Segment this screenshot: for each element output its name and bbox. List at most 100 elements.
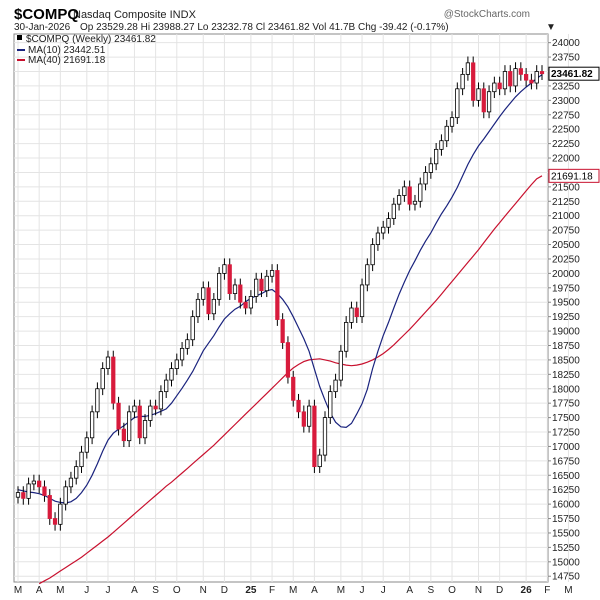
candle-body xyxy=(513,68,518,87)
candle-body xyxy=(370,244,375,266)
x-tick-label: F xyxy=(269,585,275,596)
candle-body xyxy=(428,163,433,173)
candle-body xyxy=(127,411,132,442)
candle-body xyxy=(142,420,148,439)
y-tick-label: 20000 xyxy=(552,269,580,280)
ma10-path xyxy=(17,74,543,504)
y-tick-label: 16250 xyxy=(552,485,580,496)
legend: $COMPQ (Weekly) 23461.82 MA(10) 23442.51… xyxy=(17,34,156,66)
candle-body xyxy=(121,428,126,442)
candle-body xyxy=(169,368,174,381)
x-tick-label: N xyxy=(475,585,482,596)
candle-body xyxy=(238,284,243,303)
last-price-label: 23461.82 xyxy=(548,66,600,81)
y-tick-label: 20750 xyxy=(552,226,580,237)
candle-body xyxy=(153,405,158,410)
candle-body xyxy=(365,264,370,286)
last-price-text: 23461.82 xyxy=(551,69,593,80)
candle-body xyxy=(21,492,26,499)
candle-body xyxy=(195,298,201,318)
candle-body xyxy=(328,391,333,419)
candle-body xyxy=(232,284,238,294)
candle-body xyxy=(322,417,328,456)
chart-index-name: Nasdaq Composite INDX xyxy=(73,9,197,21)
chart-symbol: $COMPQ xyxy=(14,6,79,23)
candle-body xyxy=(386,218,391,228)
y-tick-label: 17250 xyxy=(552,428,580,439)
candle-body xyxy=(37,480,42,488)
y-tick-label: 17000 xyxy=(552,442,580,453)
y-tick-label: 21500 xyxy=(552,182,580,193)
candle-body xyxy=(248,296,254,309)
y-tick-label: 19750 xyxy=(552,283,580,294)
x-tick-label: M xyxy=(289,585,297,596)
candle-body xyxy=(486,91,492,113)
candle-body xyxy=(444,125,449,142)
candle-body xyxy=(502,71,508,90)
candle-body xyxy=(100,368,105,390)
candle-body xyxy=(471,62,476,101)
candle-body xyxy=(317,454,322,468)
y-tick-label: 19500 xyxy=(552,298,580,309)
x-tick-label: J xyxy=(360,585,365,596)
candle-body xyxy=(481,88,486,113)
y-tick-label: 23250 xyxy=(552,81,580,92)
ma10-line xyxy=(17,74,543,504)
candle-body xyxy=(465,62,471,75)
down-arrow-icon: ▼ xyxy=(546,22,556,33)
x-tick-label: M xyxy=(56,585,64,596)
candle-body xyxy=(291,376,296,401)
chart-stats: Op 23529.28 Hi 23988.27 Lo 23232.78 Cl 2… xyxy=(80,22,449,33)
last-ma40-box xyxy=(548,168,600,183)
x-tick-label: M xyxy=(337,585,345,596)
legend-ma40: MA(40) 21691.18 xyxy=(28,55,106,66)
index-name-text: Nasdaq Composite xyxy=(73,9,167,21)
candle-body xyxy=(179,347,185,361)
chart-date: 30-Jan-2026 xyxy=(14,22,71,33)
x-tick-label: O xyxy=(173,585,181,596)
x-tick-label: 26 xyxy=(521,585,533,596)
candle-body xyxy=(105,356,111,369)
candle-body xyxy=(15,492,21,498)
last-ma40-label: 21691.18 xyxy=(548,168,600,183)
x-tick-label: F xyxy=(544,585,550,596)
y-tick-label: 19250 xyxy=(552,312,580,323)
watermark: @StockCharts.com xyxy=(444,9,530,20)
candle-body xyxy=(455,88,460,119)
candle-body xyxy=(164,379,169,393)
candle-body xyxy=(158,391,164,410)
x-tick-label: N xyxy=(200,585,207,596)
candle-body xyxy=(381,226,386,234)
candle-body xyxy=(31,480,36,485)
candle-body xyxy=(264,275,269,292)
candle-body xyxy=(539,71,545,75)
candle-body xyxy=(26,483,31,499)
x-tick-label: J xyxy=(381,585,386,596)
candle-body xyxy=(396,195,402,205)
y-tick-label: 18750 xyxy=(552,341,580,352)
candle-body xyxy=(449,117,455,127)
candle-body xyxy=(349,307,354,323)
candle-body xyxy=(52,518,58,525)
y-tick-label: 18500 xyxy=(552,355,580,366)
candle-body xyxy=(280,319,285,344)
candle-body xyxy=(333,379,338,393)
exchange-text: INDX xyxy=(170,9,197,21)
candle-body xyxy=(418,183,423,202)
candle-body xyxy=(63,486,68,505)
candle-body xyxy=(460,73,465,90)
candle-body xyxy=(132,405,137,413)
ma40-path xyxy=(38,175,543,585)
candle-body xyxy=(227,264,232,294)
y-tick-label: 22750 xyxy=(552,110,580,121)
y-tick-label: 15250 xyxy=(552,543,580,554)
y-tick-label: 21250 xyxy=(552,197,580,208)
y-tick-label: 16000 xyxy=(552,500,580,511)
y-tick-label: 23000 xyxy=(552,96,580,107)
candle-body xyxy=(344,322,349,352)
candle-body xyxy=(301,411,306,427)
x-tick-label: A xyxy=(36,585,43,596)
x-tick-label: D xyxy=(496,585,503,596)
candle-body xyxy=(508,71,513,87)
y-tick-label: 19000 xyxy=(552,327,580,338)
